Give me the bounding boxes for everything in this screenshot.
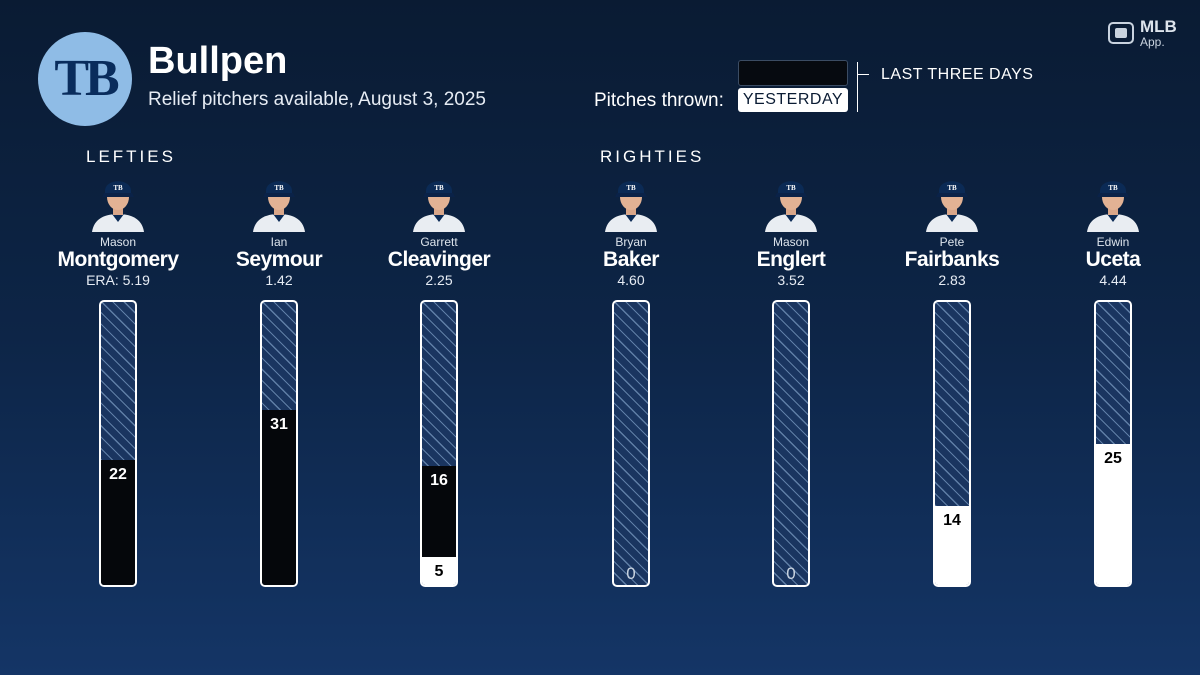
team-logo: TB [38,32,132,126]
pitch-count-bar: 31 [260,300,298,587]
bar-value-label: 5 [434,562,444,580]
pitch-count-bar: 22 [99,300,137,587]
pitch-count-bar: 14 [933,300,971,587]
legend-swatch-yesterday: YESTERDAY [738,88,848,112]
page-title: Bullpen [148,40,288,82]
pitch-count-bar: 5 16 [420,300,458,587]
legend-label-last-three-days: LAST THREE DAYS [881,66,1034,83]
player-era: 2.83 [938,272,966,288]
legend-prefix: Pitches thrown: [594,90,724,111]
player-headshot: TB [407,170,471,232]
player-era: 2.25 [425,272,453,288]
bar-value-label: 16 [430,472,448,490]
player-headshot: TB [920,170,984,232]
pitch-count-bar: 25 [1094,300,1132,587]
page-subtitle: Relief pitchers available, August 3, 202… [148,89,486,110]
player-headshot: TB [86,170,150,232]
player-column: TB Edwin Uceta 4.44 25 [1028,170,1198,600]
player-first-name: Garrett [420,235,458,249]
legend-bracket-tick [857,74,869,75]
player-last-name: Englert [756,248,826,271]
player-last-name: Cleavinger [387,248,491,271]
player-first-name: Mason [772,235,810,249]
player-last-name: Uceta [1085,248,1141,271]
player-last-name: Seymour [235,248,323,271]
group-label-lefties: LEFTIES [86,147,176,166]
svg-text:TB: TB [786,184,796,192]
bar-value-label: 14 [943,511,961,529]
bar-segment-yesterday [1096,443,1130,585]
bar-segment-yesterday [935,505,969,585]
player-column: TB Ian Seymour 1.42 31 [194,170,364,600]
player-headshot: TB [599,170,663,232]
player-headshot: TB [1081,170,1145,232]
bar-segment-last-three-days [262,409,296,585]
team-logo-text: TB [54,50,119,107]
pitch-count-bar: 0 [772,300,810,587]
bar-value-label: 0 [626,564,636,583]
player-era: 1.42 [265,272,293,288]
bar-value-label: 25 [1104,449,1122,467]
mlb-brand-sub: App. [1140,35,1165,49]
player-era: 4.60 [617,272,645,288]
bar-segment-yesterday [422,556,456,585]
player-column: TB Pete Fairbanks 2.83 14 [867,170,1037,600]
bar-value-label: 31 [270,415,288,433]
svg-text:TB: TB [113,184,123,192]
player-headshot: TB [759,170,823,232]
player-column: TB Garrett Cleavinger 2.25 5 16 [354,170,524,600]
player-first-name: Ian [270,235,288,249]
svg-text:TB: TB [947,184,957,192]
svg-text:TB: TB [1108,184,1118,192]
player-first-name: Bryan [615,235,647,249]
mlb-brand-text: MLB [1140,17,1177,36]
mlb-logo-icon [1108,22,1134,44]
player-first-name: Mason [99,235,137,249]
pitch-count-bar: 0 [612,300,650,587]
player-column: TB Bryan Baker 4.60 0 [546,170,716,600]
player-first-name: Edwin [1096,235,1130,249]
player-last-name: Fairbanks [904,248,1000,271]
player-column: TB Mason Englert 3.52 0 [706,170,876,600]
group-label-righties: RIGHTIES [600,147,705,166]
player-era: ERA: 5.19 [86,272,150,288]
bar-value-label: 0 [786,564,796,583]
player-first-name: Pete [939,235,965,249]
player-last-name: Baker [603,248,659,271]
svg-text:TB: TB [626,184,636,192]
svg-text:TB: TB [274,184,284,192]
player-last-name: Montgomery [57,248,180,271]
player-column: TB Mason Montgomery ERA: 5.19 22 [33,170,203,600]
bar-value-label: 22 [109,466,127,484]
player-headshot: TB [247,170,311,232]
svg-text:TB: TB [434,184,444,192]
player-era: 4.44 [1099,272,1127,288]
legend-bracket [857,62,858,112]
legend-swatch-last-three-days [738,60,848,86]
bar-segment-last-three-days [422,466,456,557]
bar-segment-last-three-days [101,460,135,585]
player-era: 3.52 [777,272,805,288]
mlb-app-logo: MLB App. [1108,18,1188,52]
